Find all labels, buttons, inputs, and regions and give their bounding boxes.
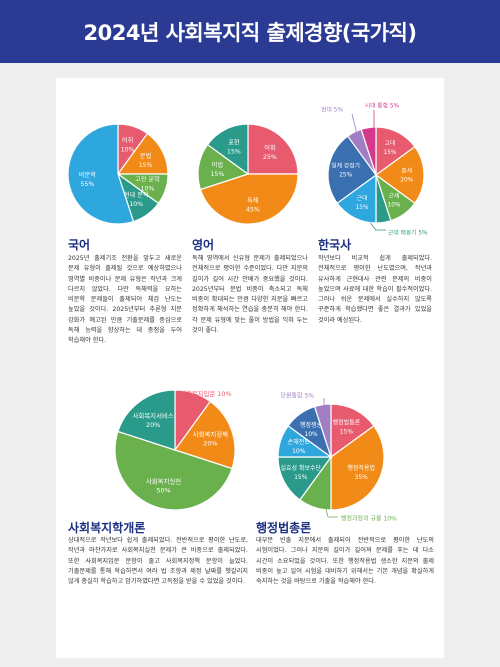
slice-label: 어휘 [122,137,133,145]
pie-slice [277,456,333,501]
slice-label: 사회복지서비스 [133,411,174,420]
slice-label: 고대 [385,139,396,147]
slice-label: 일제 강점기 [331,162,360,170]
slice-label: 행정쟁송 [300,421,323,429]
pie-slice [360,126,377,176]
pie-slice [117,389,176,451]
section-body-welfare: 상대적으로 작년보다 쉽게 출제되었다. 전반적으로 평이한 난도로, 작년과 … [68,537,248,586]
slice-label: 어휘 [264,144,275,152]
page-header: 2024년 사회복지직 출제경향(국가직) [0,0,500,63]
slice-label: 근대 태동기 5% [388,229,428,237]
slice-label: 현대 5% [321,106,343,114]
slice-label: 현대 문학 [124,191,149,199]
slice-value: 10% [121,147,135,154]
slice-label: 행정법통론 [333,418,361,426]
pie-slice [67,123,135,225]
section-title-admin-law: 행정법총론 [256,521,312,535]
slice-value: 55% [80,181,94,188]
pie-slice [313,403,332,458]
pie-slice [330,403,375,459]
slice-label: 고전 문학 [135,176,160,184]
slice-value: 20% [146,421,160,429]
slice-label: 중세 [401,167,412,175]
content-card: 어휘 10% 문법 15% 고전 문학 10% 현대 문학 10% 비문학 55% 어휘 25% 독해 4… [56,78,444,658]
slice-label: 독해 [247,197,259,205]
leader-line [368,110,375,132]
slice-value: 15% [384,150,397,156]
slice-value: 35% [355,474,369,481]
section-body-history: 작년보다 비교적 쉽게 출제되었다. 전체적으로 평이한 난도였으며, 작년과 … [318,255,432,324]
slice-value: 15% [139,162,153,169]
slice-label: 표현 [228,138,240,146]
pie-slice [374,145,425,205]
slice-value: 15% [210,171,224,178]
slice-label: 문법 [140,152,151,160]
slice-label: 근대 [357,194,368,202]
slice-value: 20% [203,440,217,448]
pie-slice [327,135,377,205]
slice-label: 실효성 확보수단 [280,464,321,472]
page-title: 2024년 사회복지직 출제경향(국가직) [83,20,417,45]
slice-value: 10% [292,448,306,455]
leader-line [315,503,338,518]
leader-line [351,113,357,136]
slice-value: 15% [294,474,308,481]
slice-value: 50% [156,486,170,494]
pie-slice [114,430,233,511]
slice-value: 10% [304,431,318,438]
section-body-korean: 2025년 출제기조 전환을 앞두고 새로운 문제 유형이 출제될 것으로 예상… [68,255,182,345]
slice-value: 10% [129,201,143,208]
slice-label: 행정과정의 규율 10% [341,515,397,523]
slice-label: 단원통합 5% [280,392,314,400]
pie-chart-2: 고대 15% 중세 20% 근세 10% 근대 태동기 5% 근대 15% 일제 강점기 25% 현대… [321,102,428,237]
pie-slice [174,400,236,470]
leader-line [322,398,325,409]
pie-slice [247,123,299,175]
slice-value: 25% [339,173,352,179]
slice-value: 15% [340,428,354,435]
slice-value: 15% [227,148,241,155]
slice-label: 사회복지입문 10% [180,389,232,398]
slice-value: 10% [388,202,401,208]
slice-label: 행정작용법 [347,464,375,472]
pie-slice [206,123,249,176]
section-title-english: 영어 [192,238,215,252]
slice-value: 15% [356,205,369,211]
pie-chart-4: 행정법통론 15% 행정작용법 35% 행정과정의 규율 10% 실효성 확보수단 15% 손… [277,392,397,523]
section-title-history: 한국사 [318,238,352,252]
section-title-korean: 국어 [68,238,91,252]
slice-label: 사회복지실천 [146,476,181,485]
slice-label: 사회복지정책 [193,430,228,439]
slice-label: 시대 통합 5% [365,102,400,110]
section-title-welfare: 사회복지학개론 [68,521,146,535]
slice-value: 10% [141,186,155,193]
section-body-admin-law: 대부분 빈출 지문에서 출제되어 전반적으로 평이한 난도의 시험이었다. 그러… [256,537,434,586]
slice-label: 비문학 [79,171,96,179]
slice-value: 45% [246,207,260,214]
slice-value: 25% [263,154,277,161]
slice-label: 근세 [389,191,400,199]
pie-slice [330,425,385,511]
section-body-english: 독해 영역에서 신유형 문제가 출제되었으나 전체적으로 평이한 수준이었다. … [192,255,308,335]
pie-slice [199,173,299,225]
slice-label: 어법 [212,161,223,169]
slice-label: 손해전보 [288,438,311,446]
pie-chart-1: 어휘 25% 독해 45% 어법 15% 표현 15% [197,123,299,225]
slice-value: 20% [400,178,413,184]
